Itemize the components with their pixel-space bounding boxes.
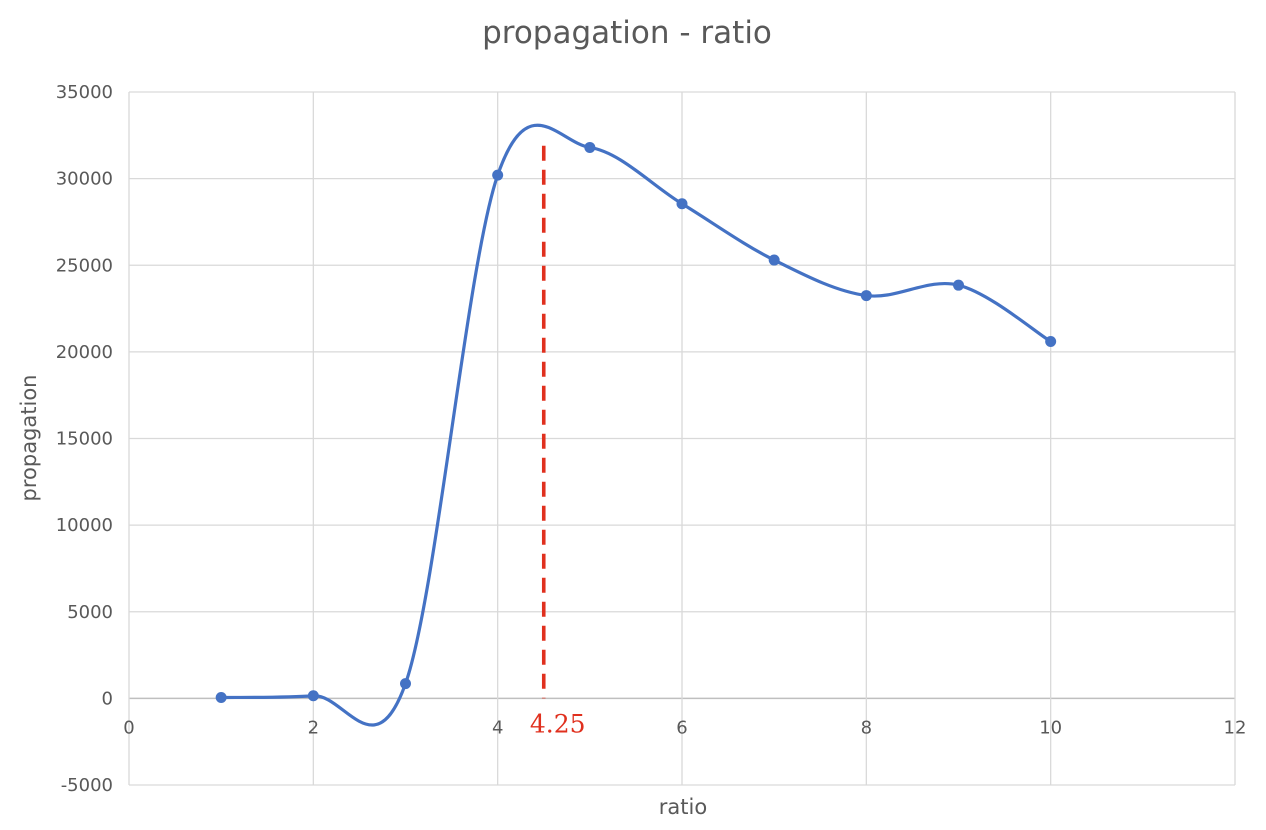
data-point [584, 141, 596, 153]
chart-title: propagation - ratio [482, 15, 772, 51]
x-tick-label: 12 [1224, 717, 1247, 738]
x-tick-label: 10 [1039, 717, 1062, 738]
y-tick-label: 5000 [67, 602, 113, 623]
data-point [1045, 335, 1057, 347]
x-axis-title: ratio [659, 795, 707, 819]
y-tick-label: 30000 [56, 169, 113, 190]
data-point [768, 254, 780, 266]
data-point [953, 279, 964, 291]
y-tick-label: 20000 [56, 342, 113, 363]
tick-labels: 35000 30000 25000 20000 15000 10000 5000 0 -5000… [56, 82, 1247, 796]
x-tick-label: 8 [861, 717, 872, 738]
series [215, 123, 1057, 727]
y-tick-label: 10000 [56, 515, 113, 536]
y-tick-label: 25000 [56, 255, 113, 276]
peak-label: 4.25 [530, 709, 586, 738]
y-tick-label: -5000 [61, 775, 113, 796]
x-tick-label: 6 [676, 717, 687, 738]
grid [128, 91, 1236, 786]
y-tick-label: 35000 [56, 82, 113, 103]
data-point [215, 692, 227, 704]
y-tick-label: 15000 [56, 429, 113, 450]
x-tick-label: 2 [308, 717, 319, 738]
y-tick-label: 0 [102, 688, 113, 709]
data-point [676, 198, 688, 210]
x-tick-label: 4 [492, 717, 503, 738]
data-point [307, 690, 319, 702]
x-tick-label: 0 [123, 717, 134, 738]
series-line [219, 123, 1053, 727]
y-axis-title: propagation [17, 375, 41, 502]
data-point [860, 290, 872, 302]
data-point [492, 169, 504, 181]
data-point [400, 678, 411, 690]
